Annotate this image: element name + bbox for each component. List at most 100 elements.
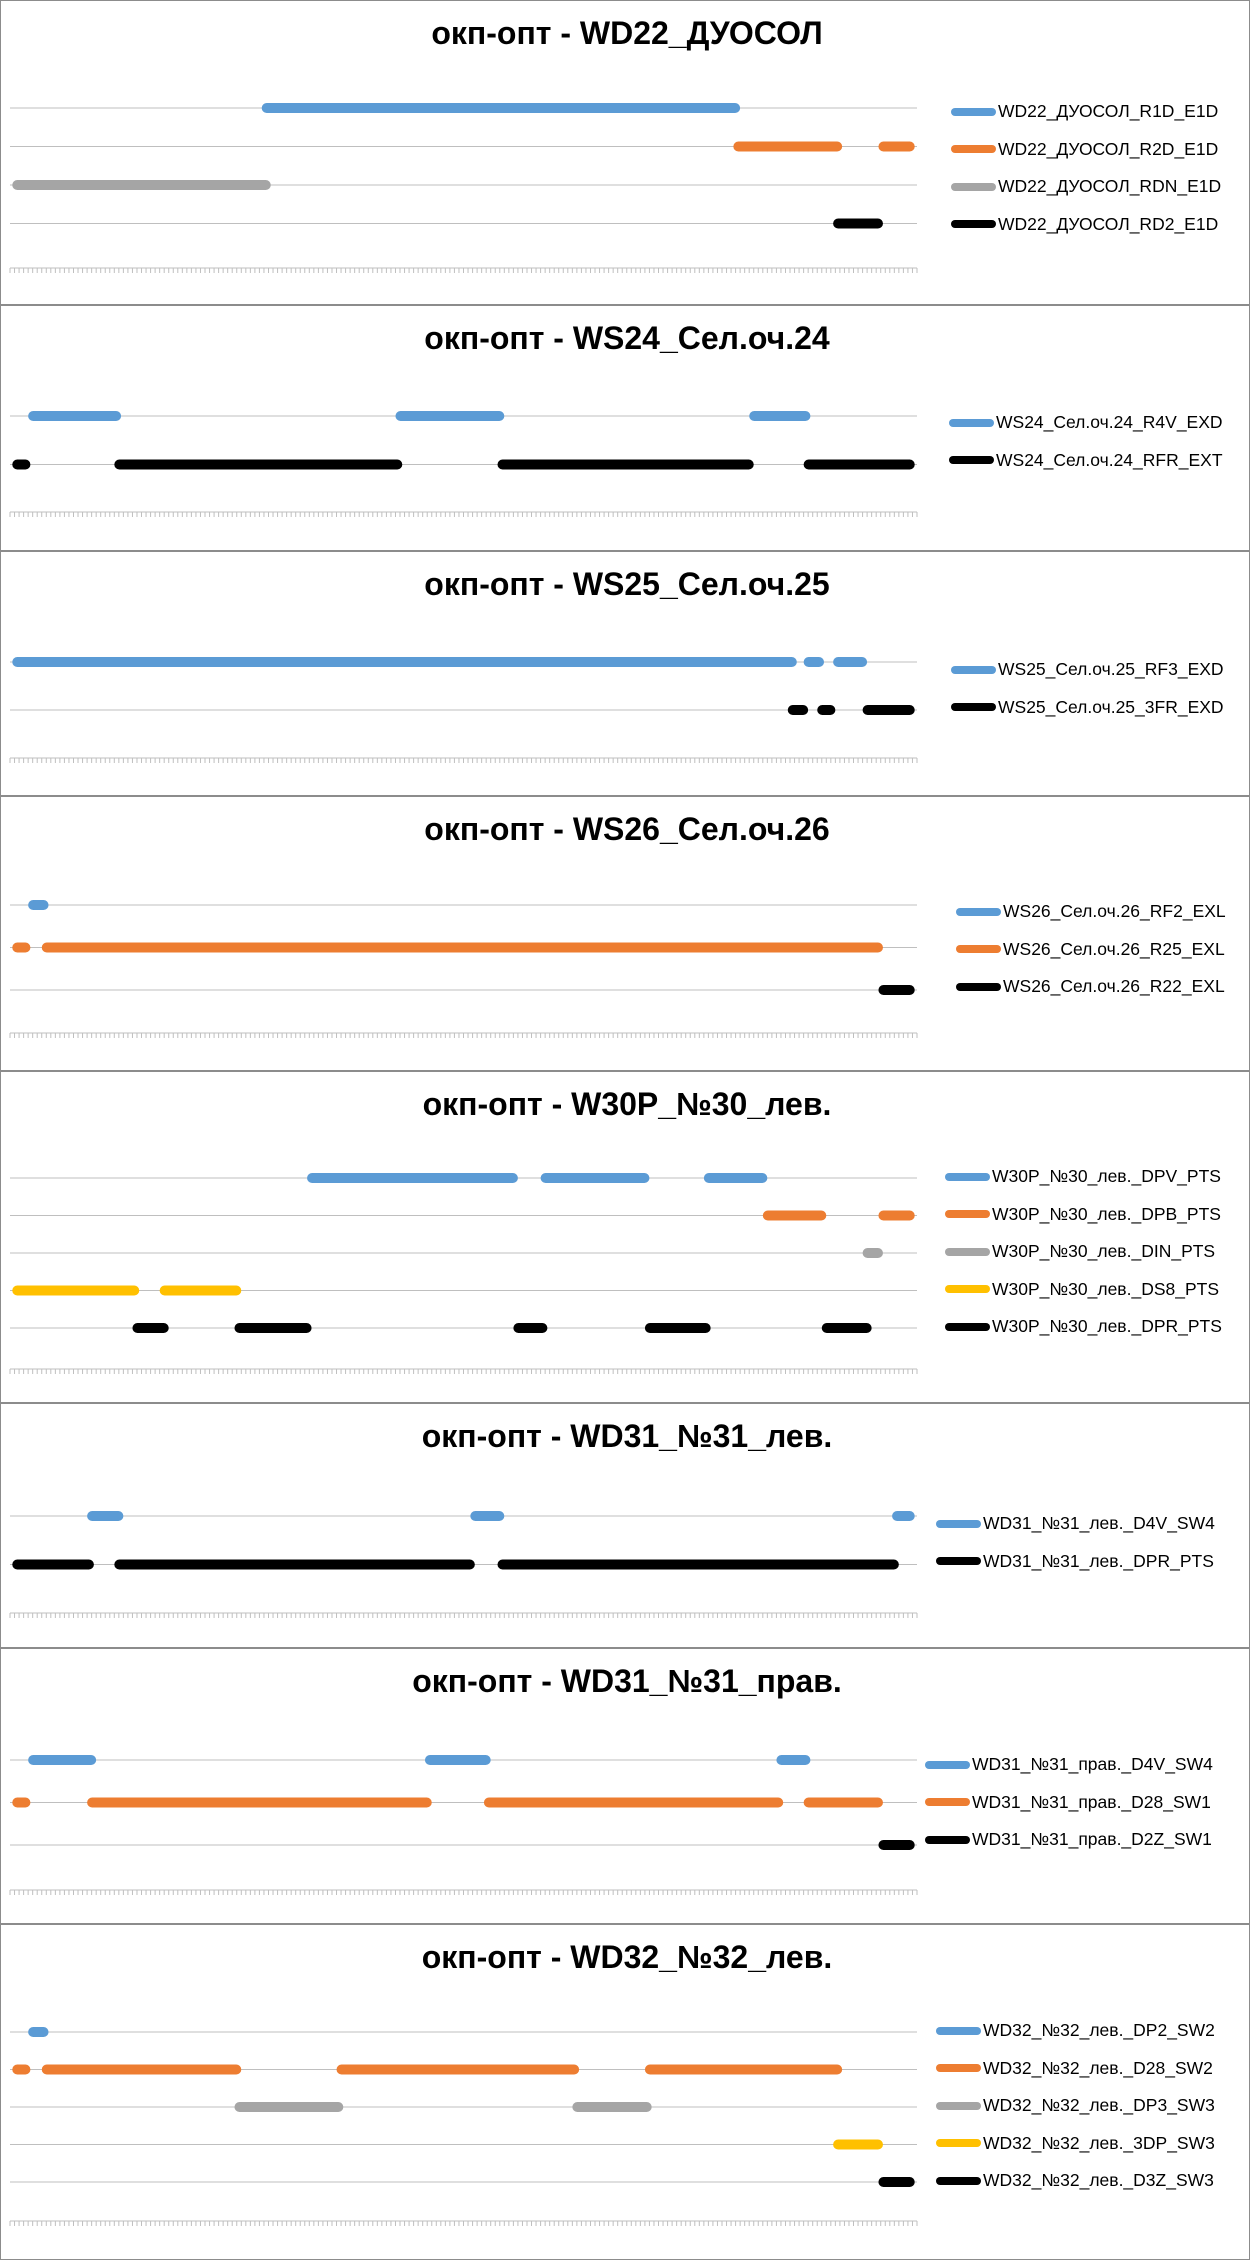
plot-area [9, 1755, 918, 1895]
bar-segment [833, 657, 868, 667]
legend-swatch [951, 145, 996, 154]
legend-item: WS25_Сел.оч.25_3FR_EXD [951, 689, 1224, 727]
legend-label: WS24_Сел.оч.24_RFR_EXT [996, 449, 1223, 470]
legend-item: W30P_№30_лев._DIN_PTS [945, 1233, 1222, 1271]
chart-title: окп-опт - WD22_ДУОСОЛ [431, 15, 823, 51]
legend-swatch [936, 2139, 981, 2148]
legend-item: WD32_№32_лев._3DP_SW3 [936, 2125, 1215, 2163]
bar-segment [12, 459, 31, 470]
bar-segment [644, 2064, 843, 2075]
legend-swatch [936, 2101, 981, 2110]
legend-item: WS24_Сел.оч.24_RFR_EXT [949, 442, 1223, 480]
bar-segment [307, 1173, 518, 1183]
bar-segment [336, 2064, 580, 2075]
bar-segment [395, 411, 505, 421]
legend-swatch [925, 1760, 970, 1769]
bar-segment [234, 2102, 344, 2112]
bar-segment [878, 1210, 915, 1221]
legend-item: WD31_№31_прав._D28_SW1 [925, 1784, 1213, 1822]
legend-swatch [936, 1557, 981, 1566]
legend-item: WS26_Сел.оч.26_R25_EXL [956, 931, 1226, 969]
chart-panel: окп-опт - WD31_№31_прав. WD31_№31_прав._D… [0, 1648, 1250, 1924]
legend-label: W30P_№30_лев._DIN_PTS [992, 1241, 1216, 1262]
chart-title: окп-опт - WS25_Сел.оч.25 [424, 566, 830, 602]
bar-segment [733, 141, 843, 152]
bar-segment [28, 900, 49, 910]
bar-segment [540, 1173, 650, 1183]
bar-segment [803, 459, 915, 470]
legend-swatch [925, 1835, 970, 1844]
bar-segment [862, 705, 915, 715]
chart-legend: WD31_№31_прав._D4V_SW4 WD31_№31_прав._D28… [925, 1746, 1213, 1859]
bar-segment [41, 2064, 242, 2075]
bar-segment [644, 1323, 711, 1333]
chart-panel: окп-опт - WS26_Сел.оч.26 WS26_Сел.оч.26_R… [0, 796, 1250, 1071]
bar-segment [833, 218, 883, 229]
legend-label: WD22_ДУОСОЛ_R1D_E1D [998, 101, 1219, 122]
legend-item: WD22_ДУОСОЛ_RDN_E1D [951, 168, 1221, 206]
legend-label: WS25_Сел.оч.25_3FR_EXD [998, 696, 1224, 717]
bar-segment [12, 1285, 140, 1296]
legend-label: WS26_Сел.оч.26_RF2_EXL [1003, 901, 1226, 922]
legend-swatch [945, 1322, 990, 1331]
bar-segment [12, 1559, 94, 1570]
bar-segment [28, 2027, 49, 2037]
legend-item: WD32_№32_лев._DP3_SW3 [936, 2087, 1215, 2125]
bar-segment [817, 705, 836, 715]
legend-label: WD32_№32_лев._DP3_SW3 [983, 2095, 1215, 2116]
x-axis-ticks [9, 268, 918, 273]
bar-segment [821, 1323, 872, 1333]
bar-segment [12, 1797, 31, 1808]
bar-segment [87, 1797, 432, 1808]
legend-label: WD22_ДУОСОЛ_RD2_E1D [998, 213, 1219, 234]
bar-segment [787, 705, 809, 715]
x-axis-ticks [9, 1613, 918, 1618]
bar-segment [762, 1210, 827, 1221]
chart-title: окп-опт - WD32_№32_лев. [421, 1939, 833, 1975]
x-axis-ticks [9, 512, 918, 517]
bar-segment [114, 459, 403, 470]
bar-segment [749, 411, 811, 421]
bar-segment [470, 1511, 505, 1521]
legend-label: WD32_№32_лев._DP2_SW2 [983, 2020, 1215, 2041]
bar-segment [159, 1285, 242, 1296]
legend-swatch [956, 907, 1001, 916]
legend-swatch [949, 456, 994, 465]
chart-legend: WS26_Сел.оч.26_RF2_EXL WS26_Сел.оч.26_R25… [956, 893, 1226, 1006]
bar-segment [862, 1248, 883, 1258]
chart-legend: WD31_№31_лев._D4V_SW4 WD31_№31_лев._DPR_P… [936, 1505, 1215, 1580]
bar-segment [497, 459, 754, 470]
bar-segment [803, 657, 825, 667]
legend-swatch [951, 665, 996, 674]
bar-segment [41, 942, 883, 953]
chart-panel: окп-опт - W30P_№30_лев. W30P_№30_лев._DPV… [0, 1071, 1250, 1403]
bar-segment [261, 103, 741, 113]
legend-label: WD31_№31_прав._D28_SW1 [972, 1791, 1211, 1812]
bar-segment [483, 1797, 784, 1808]
legend-item: W30P_№30_лев._DS8_PTS [945, 1271, 1222, 1309]
bar-segment [12, 942, 31, 953]
legend-label: W30P_№30_лев._DPR_PTS [992, 1316, 1222, 1337]
legend-item: WS26_Сел.оч.26_RF2_EXL [956, 893, 1226, 931]
legend-item: W30P_№30_лев._DPR_PTS [945, 1308, 1222, 1346]
legend-item: WD31_№31_прав._D2Z_SW1 [925, 1821, 1213, 1859]
bar-segment [572, 2102, 652, 2112]
legend-item: WS25_Сел.оч.25_RF3_EXD [951, 651, 1224, 689]
legend-item: WD31_№31_прав._D4V_SW4 [925, 1746, 1213, 1784]
legend-swatch [951, 107, 996, 116]
legend-swatch [945, 1285, 990, 1294]
bar-segment [776, 1755, 811, 1765]
plot-area [9, 657, 918, 763]
bar-segment [878, 2177, 915, 2187]
chart-legend: WD32_№32_лев._DP2_SW2 WD32_№32_лев._D28_S… [936, 2012, 1215, 2200]
legend-label: WS25_Сел.оч.25_RF3_EXD [998, 659, 1224, 680]
legend-item: WD32_№32_лев._DP2_SW2 [936, 2012, 1215, 2050]
chart-panel: окп-опт - WD32_№32_лев. WD32_№32_лев._DP2… [0, 1924, 1250, 2260]
bar-segment [28, 411, 122, 421]
bar-segment [12, 2064, 31, 2075]
x-axis-ticks [9, 2221, 918, 2226]
x-axis-ticks [9, 1369, 918, 1374]
plot-area [9, 2027, 918, 2226]
chart-title: окп-опт - WD31_№31_лев. [421, 1418, 833, 1454]
